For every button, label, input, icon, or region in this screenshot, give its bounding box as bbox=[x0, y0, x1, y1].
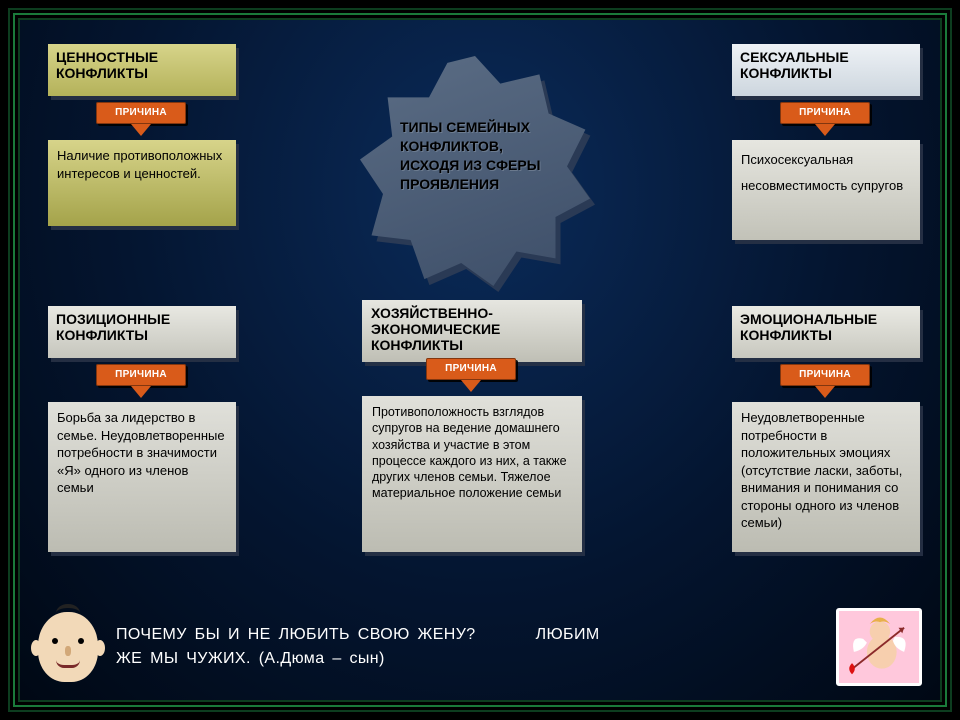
positional-tag: ПРИЧИНА bbox=[96, 364, 186, 386]
center-block-title: ХОЗЯЙСТВЕННО-ЭКОНОМИЧЕСКИЕ КОНФЛИКТЫ bbox=[362, 300, 582, 362]
positional-title: ПОЗИЦИОННЫЕ КОНФЛИКТЫ bbox=[48, 306, 236, 358]
frame-inner: ТИПЫ СЕМЕЙНЫХ КОНФЛИКТОВ, ИСХОДЯ ИЗ СФЕР… bbox=[18, 18, 942, 702]
cupid-icon bbox=[836, 608, 922, 686]
value-tag: ПРИЧИНА bbox=[96, 102, 186, 124]
frame-mid: ТИПЫ СЕМЕЙНЫХ КОНФЛИКТОВ, ИСХОДЯ ИЗ СФЕР… bbox=[13, 13, 947, 707]
sexual-cause: Психосексуальная несовместимость супруго… bbox=[732, 140, 920, 240]
emotional-arrow bbox=[815, 386, 835, 398]
emotional-cause: Неудовлетворенные потребности в положите… bbox=[732, 402, 920, 552]
sexual-arrow bbox=[815, 124, 835, 136]
center-block-arrow bbox=[461, 380, 481, 392]
frame-outer: ТИПЫ СЕМЕЙНЫХ КОНФЛИКТОВ, ИСХОДЯ ИЗ СФЕР… bbox=[8, 8, 952, 712]
central-star: ТИПЫ СЕМЕЙНЫХ КОНФЛИКТОВ, ИСХОДЯ ИЗ СФЕР… bbox=[360, 56, 590, 286]
footer: ПОЧЕМУ БЫ И НЕ ЛЮБИТЬ СВОЮ ЖЕНУ?ЛЮБИМ ЖЕ… bbox=[20, 602, 940, 692]
face-icon bbox=[38, 612, 98, 682]
sexual-tag: ПРИЧИНА bbox=[780, 102, 870, 124]
sexual-title: СЕКСУАЛЬНЫЕ КОНФЛИКТЫ bbox=[732, 44, 920, 96]
center-block-tag: ПРИЧИНА bbox=[426, 358, 516, 380]
value-cause: Наличие противоположных интересов и ценн… bbox=[48, 140, 236, 226]
value-title: ЦЕННОСТНЫЕ КОНФЛИКТЫ bbox=[48, 44, 236, 96]
center-block-cause: Противоположность взглядов супругов на в… bbox=[362, 396, 582, 552]
emotional-tag: ПРИЧИНА bbox=[780, 364, 870, 386]
quote-text: ПОЧЕМУ БЫ И НЕ ЛЮБИТЬ СВОЮ ЖЕНУ?ЛЮБИМ ЖЕ… bbox=[116, 623, 818, 671]
positional-cause: Борьба за лидерство в семье. Неудовлетво… bbox=[48, 402, 236, 552]
positional-arrow bbox=[131, 386, 151, 398]
emotional-title: ЭМОЦИОНАЛЬНЫЕ КОНФЛИКТЫ bbox=[732, 306, 920, 358]
value-arrow bbox=[131, 124, 151, 136]
central-star-text: ТИПЫ СЕМЕЙНЫХ КОНФЛИКТОВ, ИСХОДЯ ИЗ СФЕР… bbox=[400, 118, 555, 194]
diagram-stage: ТИПЫ СЕМЕЙНЫХ КОНФЛИКТОВ, ИСХОДЯ ИЗ СФЕР… bbox=[20, 20, 940, 700]
